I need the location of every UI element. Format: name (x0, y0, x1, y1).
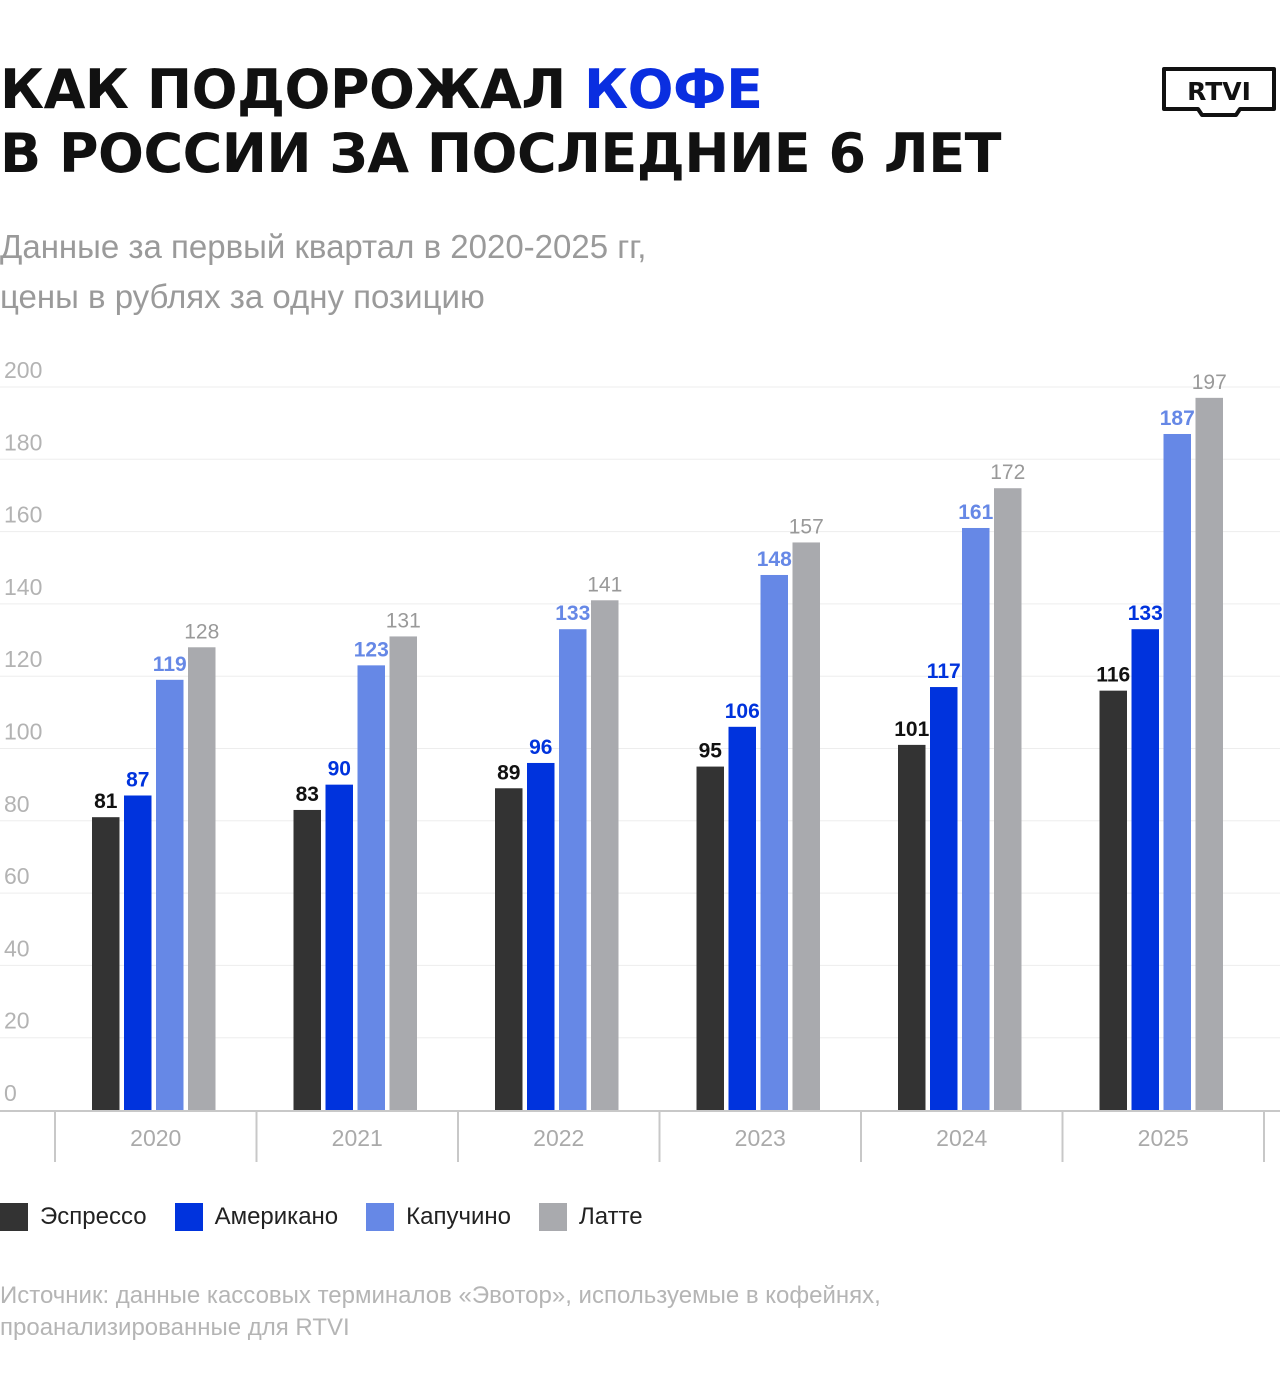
y-tick-label: 100 (4, 719, 42, 745)
legend-item: Американо (174, 1203, 339, 1231)
bar (760, 574, 788, 1110)
y-tick-label: 200 (4, 357, 42, 383)
legend-swatch (0, 1203, 28, 1231)
bar (527, 762, 555, 1110)
data-label: 119 (153, 653, 187, 676)
bar (1163, 433, 1191, 1110)
bar (792, 542, 820, 1110)
chart-title: КАК ПОДОРОЖАЛ КОФЕ В РОССИИ ЗА ПОСЛЕДНИЕ… (0, 58, 1001, 186)
data-label: 95 (699, 740, 723, 763)
bar (994, 488, 1022, 1111)
legend-swatch (366, 1203, 395, 1231)
data-label: 133 (555, 602, 590, 625)
subtitle-line1: Данные за первый квартал в 2020-2025 гг, (0, 228, 647, 265)
bar (930, 687, 958, 1110)
data-label: 133 (1128, 602, 1163, 625)
data-label: 96 (529, 736, 552, 759)
y-tick-label: 180 (4, 429, 42, 455)
bar (325, 784, 353, 1110)
source-line1: Источник: данные кассовых терминалов «Эв… (0, 1282, 881, 1309)
source-note: Источник: данные кассовых терминалов «Эв… (0, 1280, 881, 1344)
data-label: 116 (1096, 664, 1130, 687)
title-line2: В РОССИИ ЗА ПОСЛЕДНИЕ 6 ЛЕТ (0, 122, 1001, 185)
x-tick-label: 2022 (533, 1125, 584, 1151)
bar (1195, 397, 1223, 1111)
data-label: 89 (497, 761, 520, 784)
title-accent-word: КОФЕ (584, 58, 763, 121)
rtvi-logo: RTVI (1162, 67, 1276, 117)
data-label: 148 (757, 548, 792, 571)
legend-label: Капучино (406, 1203, 511, 1230)
data-label: 197 (1192, 371, 1227, 394)
title-line1-prefix: КАК ПОДОРОЖАЛ (0, 58, 584, 121)
data-label: 131 (386, 609, 421, 632)
legend-item: Капучино (366, 1203, 511, 1231)
data-label: 141 (587, 573, 622, 596)
data-label: 117 (927, 660, 961, 683)
source-line2: проанализированные для RTVI (0, 1314, 350, 1341)
bar (92, 817, 120, 1110)
data-label: 101 (894, 718, 929, 741)
x-tick-label: 2021 (332, 1125, 383, 1151)
bar (495, 788, 523, 1110)
legend-swatch (539, 1203, 567, 1231)
data-label: 128 (184, 620, 219, 643)
y-tick-label: 160 (4, 502, 42, 528)
x-tick-label: 2020 (130, 1125, 181, 1151)
data-label: 81 (94, 790, 118, 813)
legend-item: Латте (539, 1203, 643, 1231)
bar (898, 744, 926, 1110)
bar (124, 795, 152, 1110)
bar (188, 647, 216, 1110)
legend: Эспрессо Американо Капучино Латте (0, 1203, 671, 1231)
bar (696, 766, 724, 1110)
y-tick-label: 80 (4, 791, 30, 817)
legend-label: Американо (214, 1203, 339, 1230)
bar (357, 665, 385, 1110)
data-label: 187 (1160, 407, 1195, 430)
bar (559, 629, 587, 1110)
y-tick-label: 40 (4, 935, 30, 961)
bar (1099, 690, 1127, 1110)
bar (156, 679, 184, 1110)
subtitle: Данные за первый квартал в 2020-2025 гг,… (0, 222, 646, 322)
x-tick-label: 2023 (735, 1125, 786, 1151)
data-label: 90 (328, 758, 351, 781)
bar (591, 600, 619, 1110)
bar (1131, 629, 1159, 1110)
subtitle-line2: цены в рублях за одну позицию (0, 278, 485, 315)
data-label: 83 (296, 783, 319, 806)
data-label: 172 (990, 461, 1025, 484)
x-tick-label: 2024 (936, 1125, 987, 1151)
logo-text: RTVI (1187, 77, 1251, 106)
data-label: 161 (958, 501, 993, 524)
data-label: 87 (126, 768, 149, 791)
y-tick-label: 60 (4, 863, 30, 889)
bar (293, 809, 321, 1110)
x-tick-label: 2025 (1138, 1125, 1189, 1151)
legend-item: Эспрессо (0, 1203, 147, 1231)
legend-swatch (174, 1203, 203, 1231)
y-tick-label: 120 (4, 646, 42, 672)
data-label: 106 (725, 700, 760, 723)
data-label: 157 (789, 515, 824, 538)
bar-chart: 0 20 40 60 80 100 120 140 160 180 200 81 87 119 128 202… (0, 357, 1280, 1162)
legend-label: Эспрессо (40, 1203, 147, 1230)
bar (728, 726, 756, 1110)
y-tick-label: 0 (4, 1080, 17, 1106)
y-tick-label: 20 (4, 1008, 30, 1034)
legend-label: Латте (579, 1203, 643, 1230)
data-label: 123 (354, 638, 389, 661)
y-tick-label: 140 (4, 574, 42, 600)
bar (962, 527, 990, 1110)
bar (389, 636, 417, 1110)
